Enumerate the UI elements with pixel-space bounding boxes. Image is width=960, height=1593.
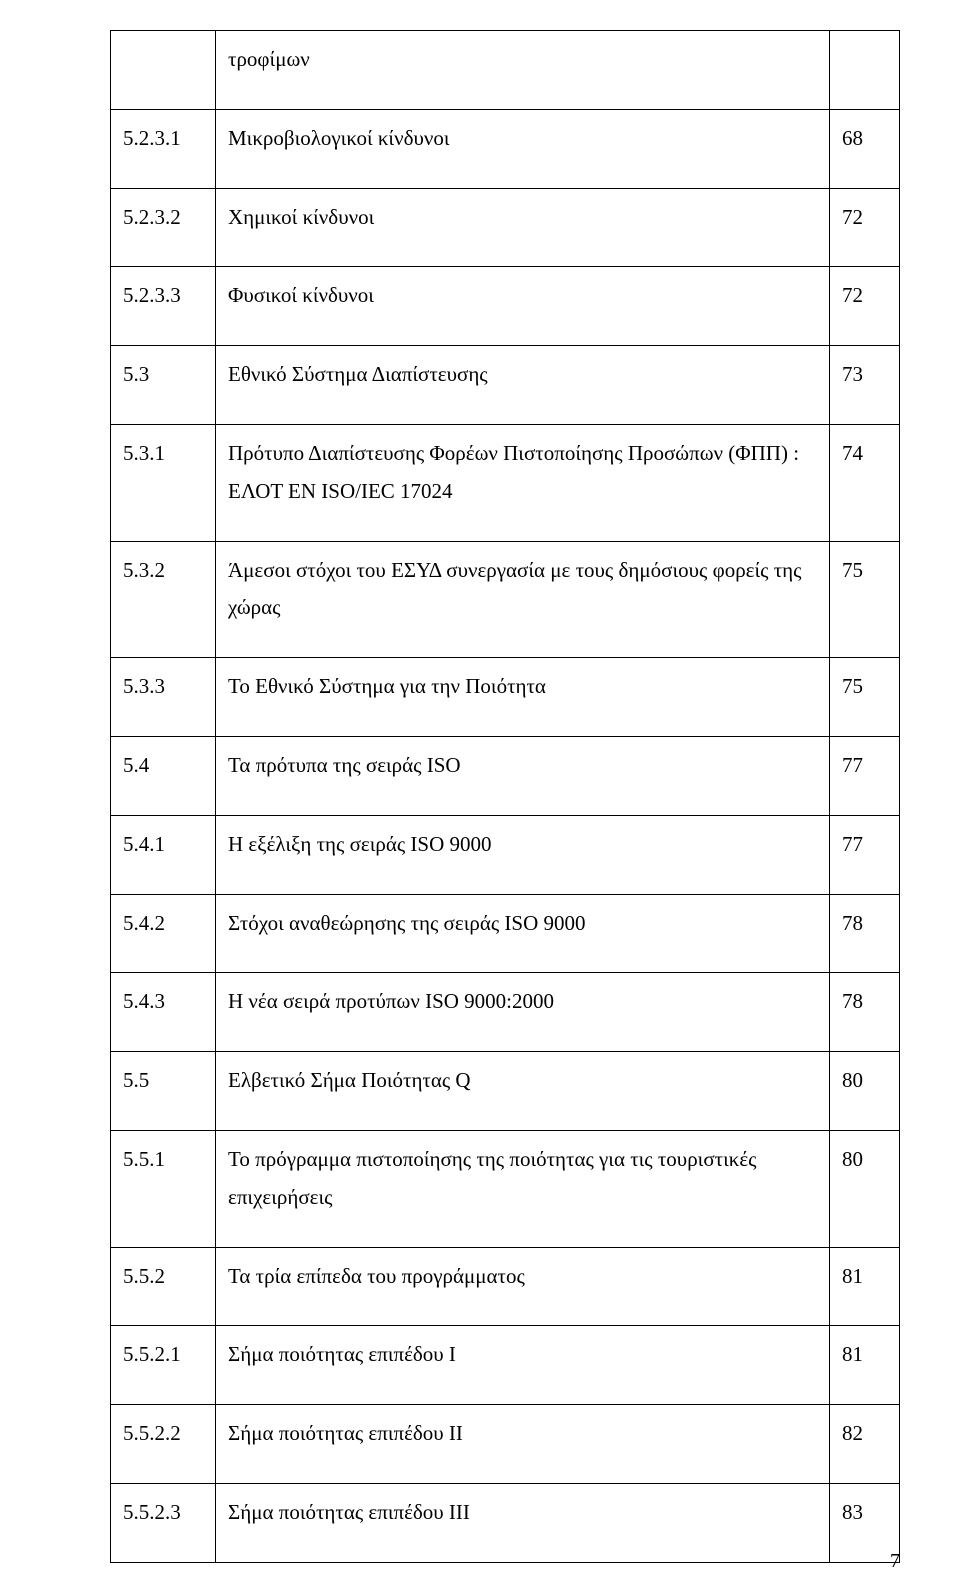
- section-number-cell: 5.4.3: [111, 973, 216, 1052]
- page-ref-cell: 73: [830, 346, 900, 425]
- section-number-cell: 5.2.3.2: [111, 188, 216, 267]
- page-ref-cell: 78: [830, 894, 900, 973]
- section-title-cell: Εθνικό Σύστημα Διαπίστευσης: [216, 346, 830, 425]
- section-title-cell: Το Εθνικό Σύστημα για την Ποιότητα: [216, 658, 830, 737]
- section-title-cell: Η εξέλιξη της σειράς ISO 9000: [216, 815, 830, 894]
- table-row: 5.5.2 Τα τρία επίπεδα του προγράμματος 8…: [111, 1247, 900, 1326]
- page-ref-cell: 75: [830, 541, 900, 658]
- section-title-cell: Φυσικοί κίνδυνοι: [216, 267, 830, 346]
- section-number-cell: 5.5.2.3: [111, 1483, 216, 1562]
- section-title-cell: τροφίμων: [216, 31, 830, 110]
- section-title-cell: Τα πρότυπα της σειράς ISO: [216, 736, 830, 815]
- page-ref-cell: 83: [830, 1483, 900, 1562]
- page-ref-cell: 81: [830, 1247, 900, 1326]
- section-number-cell: 5.4.2: [111, 894, 216, 973]
- section-title-cell: Πρότυπο Διαπίστευσης Φορέων Πιστοποίησης…: [216, 424, 830, 541]
- page-number: 7: [890, 1550, 900, 1573]
- section-title-cell: Η νέα σειρά προτύπων ISO 9000:2000: [216, 973, 830, 1052]
- table-row: 5.4 Τα πρότυπα της σειράς ISO 77: [111, 736, 900, 815]
- page-ref-cell: 82: [830, 1405, 900, 1484]
- page-ref-cell: 72: [830, 188, 900, 267]
- table-row: 5.2.3.3 Φυσικοί κίνδυνοι 72: [111, 267, 900, 346]
- toc-table: τροφίμων 5.2.3.1 Μικροβιολογικοί κίνδυνο…: [110, 30, 900, 1563]
- section-number-cell: 5.3.1: [111, 424, 216, 541]
- section-title-cell: Στόχοι αναθεώρησης της σειράς ISO 9000: [216, 894, 830, 973]
- section-number-cell: [111, 31, 216, 110]
- section-number-cell: 5.3.2: [111, 541, 216, 658]
- page-ref-cell: 77: [830, 815, 900, 894]
- section-number-cell: 5.2.3.3: [111, 267, 216, 346]
- table-row: 5.4.3 Η νέα σειρά προτύπων ISO 9000:2000…: [111, 973, 900, 1052]
- table-row: 5.3.2 Άμεσοι στόχοι του ΕΣΥΔ συνεργασία …: [111, 541, 900, 658]
- section-title-cell: Σήμα ποιότητας επιπέδου ΙΙΙ: [216, 1483, 830, 1562]
- table-row: 5.5.2.3 Σήμα ποιότητας επιπέδου ΙΙΙ 83: [111, 1483, 900, 1562]
- table-row: 5.2.3.1 Μικροβιολογικοί κίνδυνοι 68: [111, 109, 900, 188]
- section-number-cell: 5.3: [111, 346, 216, 425]
- page-ref-cell: 68: [830, 109, 900, 188]
- section-title-cell: Σήμα ποιότητας επιπέδου Ι: [216, 1326, 830, 1405]
- section-title-cell: Ελβετικό Σήμα Ποιότητας Q: [216, 1052, 830, 1131]
- table-row: 5.2.3.2 Χημικοί κίνδυνοι 72: [111, 188, 900, 267]
- section-number-cell: 5.5: [111, 1052, 216, 1131]
- page-ref-cell: 81: [830, 1326, 900, 1405]
- table-row: 5.5.1 Το πρόγραμμα πιστοποίησης της ποιό…: [111, 1130, 900, 1247]
- section-number-cell: 5.5.2: [111, 1247, 216, 1326]
- section-title-cell: Το πρόγραμμα πιστοποίησης της ποιότητας …: [216, 1130, 830, 1247]
- table-row: τροφίμων: [111, 31, 900, 110]
- section-number-cell: 5.5.1: [111, 1130, 216, 1247]
- section-title-cell: Άμεσοι στόχοι του ΕΣΥΔ συνεργασία με του…: [216, 541, 830, 658]
- page-ref-cell: 74: [830, 424, 900, 541]
- section-number-cell: 5.4: [111, 736, 216, 815]
- page-ref-cell: 77: [830, 736, 900, 815]
- page-ref-cell: 72: [830, 267, 900, 346]
- section-title-cell: Σήμα ποιότητας επιπέδου ΙΙ: [216, 1405, 830, 1484]
- page-ref-cell: 80: [830, 1130, 900, 1247]
- table-row: 5.4.2 Στόχοι αναθεώρησης της σειράς ISO …: [111, 894, 900, 973]
- section-number-cell: 5.2.3.1: [111, 109, 216, 188]
- table-row: 5.4.1 Η εξέλιξη της σειράς ISO 9000 77: [111, 815, 900, 894]
- section-number-cell: 5.5.2.1: [111, 1326, 216, 1405]
- page-ref-cell: 80: [830, 1052, 900, 1131]
- table-row: 5.3 Εθνικό Σύστημα Διαπίστευσης 73: [111, 346, 900, 425]
- table-row: 5.5.2.1 Σήμα ποιότητας επιπέδου Ι 81: [111, 1326, 900, 1405]
- table-row: 5.5 Ελβετικό Σήμα Ποιότητας Q 80: [111, 1052, 900, 1131]
- section-number-cell: 5.4.1: [111, 815, 216, 894]
- section-number-cell: 5.3.3: [111, 658, 216, 737]
- table-row: 5.3.1 Πρότυπο Διαπίστευσης Φορέων Πιστοπ…: [111, 424, 900, 541]
- section-title-cell: Χημικοί κίνδυνοι: [216, 188, 830, 267]
- section-title-cell: Μικροβιολογικοί κίνδυνοι: [216, 109, 830, 188]
- section-title-cell: Τα τρία επίπεδα του προγράμματος: [216, 1247, 830, 1326]
- section-number-cell: 5.5.2.2: [111, 1405, 216, 1484]
- table-row: 5.5.2.2 Σήμα ποιότητας επιπέδου ΙΙ 82: [111, 1405, 900, 1484]
- page-ref-cell: [830, 31, 900, 110]
- table-row: 5.3.3 Το Εθνικό Σύστημα για την Ποιότητα…: [111, 658, 900, 737]
- page-ref-cell: 75: [830, 658, 900, 737]
- page-ref-cell: 78: [830, 973, 900, 1052]
